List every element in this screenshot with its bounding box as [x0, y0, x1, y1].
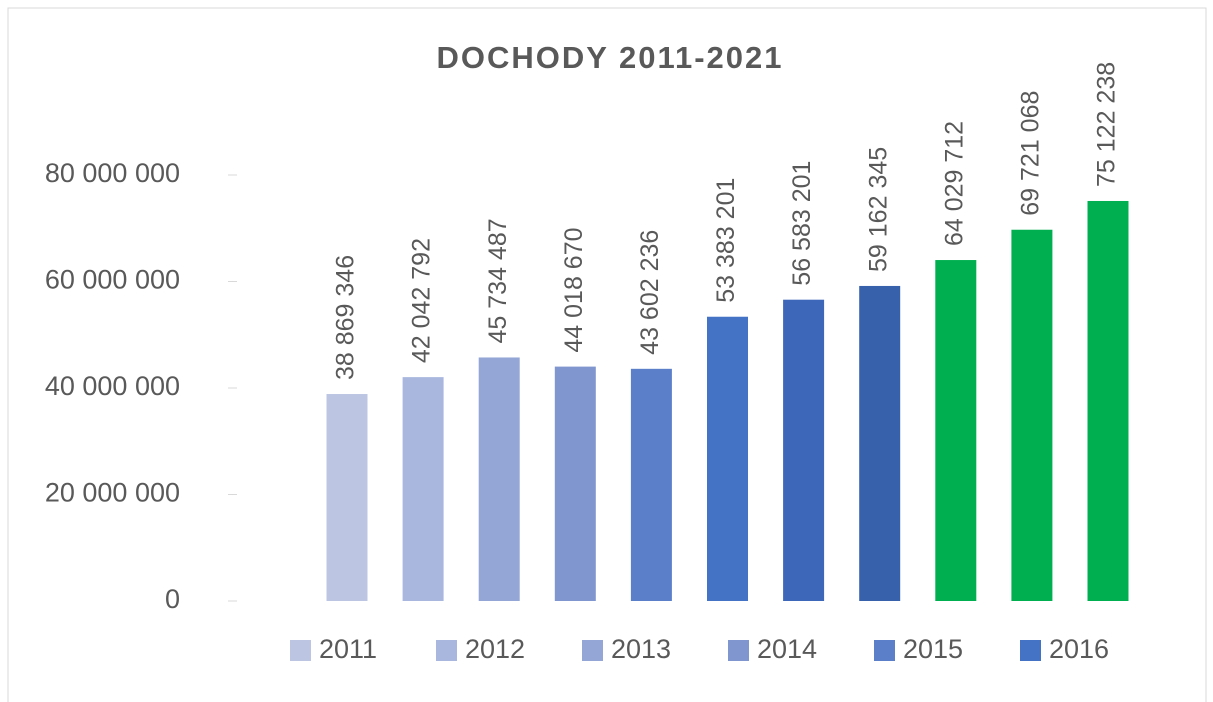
y-tick-label: 60 000 000	[45, 265, 180, 295]
data-label: 75 122 238	[1093, 62, 1121, 187]
bar	[630, 368, 672, 601]
data-label: 56 583 201	[788, 161, 816, 286]
data-label: 59 162 345	[864, 147, 892, 272]
data-label: 43 602 236	[636, 230, 664, 355]
legend-swatch	[728, 640, 749, 661]
bar	[1087, 200, 1129, 602]
data-label: 42 042 792	[408, 238, 436, 363]
bar	[707, 316, 748, 601]
legend-label: 2011	[319, 634, 377, 664]
legend-label: 2013	[611, 634, 671, 664]
data-label: 53 383 201	[712, 178, 740, 303]
y-tick-label: 40 000 000	[45, 371, 180, 401]
data-label: 44 018 670	[560, 227, 588, 352]
y-tick-label: 20 000 000	[45, 478, 180, 508]
legend-swatch	[582, 640, 603, 661]
bar	[478, 357, 520, 601]
legend-swatch	[1020, 640, 1041, 661]
legend-label: 2014	[757, 634, 817, 664]
data-label: 69 721 068	[1017, 91, 1045, 216]
bar	[935, 260, 977, 601]
y-tick-label: 80 000 000	[45, 158, 180, 188]
legend-swatch	[290, 640, 311, 661]
chart-title: DOCHODY 2011-2021	[436, 40, 783, 75]
data-label: 64 029 712	[940, 121, 968, 246]
bar	[1011, 229, 1053, 602]
legend-swatch	[874, 640, 895, 661]
bar	[402, 377, 444, 601]
y-tick-label: 0	[165, 584, 180, 614]
chart-border	[7, 7, 1207, 702]
data-label: 38 869 346	[332, 255, 360, 380]
legend-label: 2016	[1049, 634, 1109, 664]
legend-label: 2012	[465, 634, 525, 664]
bar	[859, 285, 901, 601]
data-label: 45 734 487	[484, 218, 512, 343]
bar	[326, 394, 368, 601]
legend-swatch	[436, 640, 457, 661]
legend-label: 2015	[903, 634, 963, 664]
bar	[554, 366, 596, 601]
bar	[783, 299, 825, 601]
